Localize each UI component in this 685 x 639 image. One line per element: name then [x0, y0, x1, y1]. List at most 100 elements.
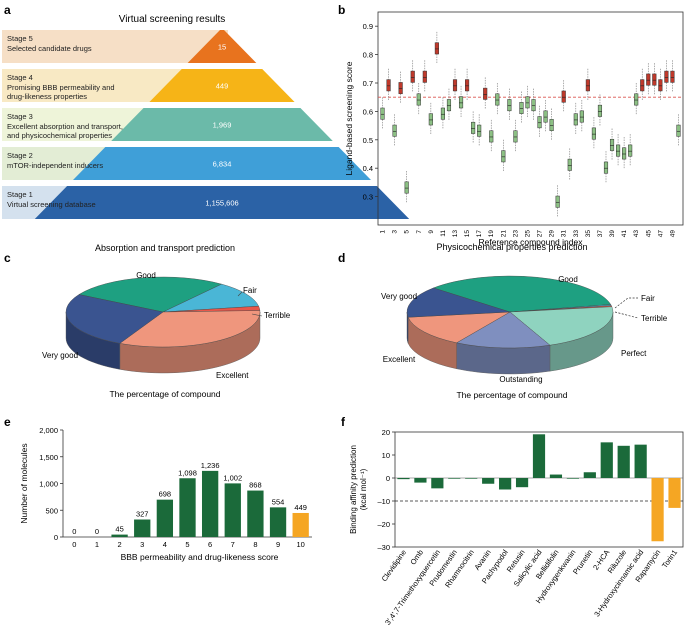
pie-label: Terrible — [641, 314, 668, 323]
pie-slice-very-good — [65, 294, 164, 344]
box-13 — [452, 79, 458, 92]
x-tick-label: 45 — [645, 230, 652, 238]
box-4 — [398, 82, 403, 95]
stage-label: Stage 3 — [7, 112, 33, 121]
x-tick-label: 25 — [524, 230, 531, 238]
panel-letter-d: d — [338, 251, 345, 265]
box-45 — [646, 73, 651, 86]
bar-score-9 — [269, 507, 287, 537]
box-8 — [422, 70, 427, 83]
stage-count: 15 — [218, 43, 226, 52]
bar-value-label: 0 — [72, 527, 76, 536]
panel-e-barchart: e 05001,0001,5002,0000001452327369841,09… — [4, 415, 312, 562]
box-15 — [465, 79, 470, 92]
box-32 — [567, 158, 572, 171]
box-2 — [386, 79, 391, 92]
x-tick-label: 9 — [428, 230, 435, 234]
pie-slice-good — [432, 275, 612, 313]
bar-hydroxygenkwanin — [566, 478, 579, 479]
box-31 — [561, 90, 566, 103]
bar-score-6 — [201, 470, 219, 537]
box-10 — [434, 42, 439, 55]
x-tick-label: 1 — [380, 230, 387, 234]
box-29 — [549, 119, 554, 131]
bar-value-label: 0 — [95, 527, 99, 536]
box-12 — [446, 99, 452, 112]
x-tick-label: 33 — [573, 230, 580, 238]
bar-clevidipine — [397, 478, 410, 480]
stage-label: Stage 1 — [7, 190, 33, 199]
box-19 — [489, 130, 494, 143]
funnel-stage-5 — [187, 30, 257, 63]
box-25 — [525, 96, 530, 109]
bar-bellidifolin — [549, 474, 563, 478]
y-tick-label: 0.7 — [363, 79, 373, 88]
panel-letter-f: f — [341, 415, 346, 429]
x-tick-label: 39 — [609, 230, 616, 238]
y-tick-label: 0.9 — [363, 22, 373, 31]
bar-value-label: 449 — [294, 503, 307, 512]
bar-value-label: 698 — [159, 490, 172, 499]
box-38 — [603, 161, 609, 174]
bar-prudomestin — [448, 478, 461, 479]
box-5 — [404, 181, 409, 194]
box-37 — [597, 104, 603, 117]
box-3 — [392, 124, 397, 137]
panel-a-funnel: a Virtual screening results Stage 5Selec… — [2, 3, 410, 219]
pie-slice-excellent — [119, 310, 261, 348]
panel-letter-a: a — [4, 3, 11, 17]
stage-label: Stage 2 — [7, 151, 33, 160]
box-27 — [537, 116, 542, 129]
x-tick-label: Torin1 — [660, 548, 679, 570]
plot-frame — [377, 11, 684, 226]
box-46 — [652, 73, 657, 86]
x-tick-label: 11 — [440, 230, 447, 237]
x-tick-label: 0 — [72, 540, 76, 549]
x-tick-label: 3 — [140, 540, 144, 549]
stage-count: 6,834 — [213, 160, 232, 169]
stage-label: Stage 5 — [7, 34, 33, 43]
x-tick-label: 35 — [585, 230, 592, 238]
bar-score-4 — [156, 499, 174, 537]
box-24 — [519, 102, 524, 114]
x-tick-label: 37 — [597, 230, 604, 238]
stage-description: Excellent absorption and transport, — [7, 122, 123, 131]
x-tick-label: 29 — [549, 230, 556, 238]
x-tick-label: 4 — [163, 540, 167, 549]
y-tick-label: –20 — [377, 520, 390, 529]
box-16 — [471, 121, 476, 134]
pie-label: Fair — [641, 294, 655, 303]
funnel-stage-2 — [73, 147, 371, 180]
box-48 — [664, 70, 669, 83]
bar-3-hydroxycinnamic-acid — [634, 444, 647, 478]
box-6 — [410, 70, 415, 83]
bar-score-10 — [292, 512, 309, 537]
bar-value-label: 1,002 — [223, 473, 242, 482]
y-axis-label: Ligand-based screening score — [344, 61, 354, 175]
x-tick-label: 6 — [208, 540, 212, 549]
pie-label: Good — [558, 275, 578, 284]
panel-letter-c: c — [4, 251, 11, 265]
y-tick-label: 0.6 — [363, 107, 373, 116]
box-1 — [380, 107, 385, 120]
box-41 — [622, 147, 627, 160]
box-28 — [543, 110, 548, 123]
x-tick-label: 5 — [185, 540, 189, 549]
box-35 — [585, 79, 590, 92]
x-tick-label: 5 — [404, 230, 411, 234]
box-33 — [573, 113, 578, 126]
box-34 — [579, 110, 584, 123]
stage-description: Virtual screening database — [7, 200, 96, 209]
box-39 — [609, 138, 615, 151]
bar-torin1 — [668, 478, 681, 508]
panel-letter-b: b — [338, 3, 345, 17]
x-tick-label: 27 — [537, 230, 544, 238]
box-50 — [676, 124, 681, 137]
pie-slice-perfect — [509, 306, 614, 346]
box-30 — [555, 195, 560, 208]
box-18 — [483, 87, 488, 100]
x-tick-label: 41 — [621, 230, 628, 238]
stage-description: and physicochemical properties — [7, 131, 112, 140]
pie-label: Perfect — [621, 349, 647, 358]
